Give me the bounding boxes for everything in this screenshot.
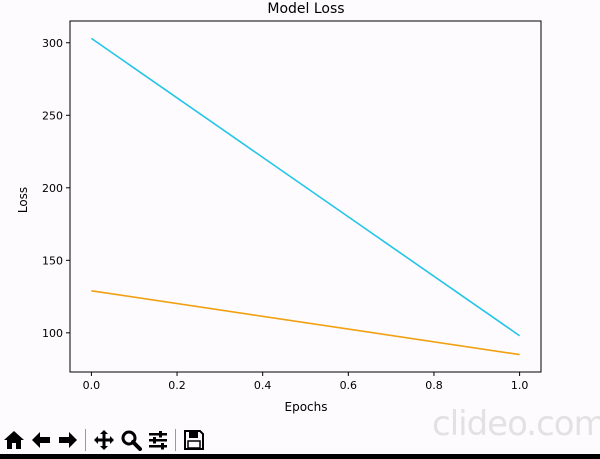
y-axis-ticks: 100 150 200 250 300 xyxy=(42,37,70,340)
pan-button[interactable] xyxy=(90,427,117,454)
configure-subplots-icon xyxy=(148,431,167,450)
bottom-edge-bar xyxy=(0,454,600,459)
series-lines xyxy=(90,37,521,356)
y-tick-label: 300 xyxy=(42,37,63,50)
y-tick-label: 150 xyxy=(42,254,63,267)
toolbar-separator xyxy=(175,429,176,451)
forward-button[interactable] xyxy=(54,427,81,454)
series-line-1 xyxy=(90,37,521,337)
x-axis-label: Epochs xyxy=(285,400,328,414)
x-axis-ticks: 0.0 0.2 0.4 0.6 0.8 1.0 xyxy=(83,372,529,392)
navigation-toolbar xyxy=(0,426,207,454)
series-line-2 xyxy=(91,289,520,356)
chart-title: Model Loss xyxy=(267,1,344,17)
y-tick-label: 250 xyxy=(42,109,63,122)
zoom-icon xyxy=(121,430,142,451)
back-arrow-icon xyxy=(31,432,50,448)
y-axis-label: Loss xyxy=(16,187,30,213)
watermark: clideo.com xyxy=(432,404,600,444)
x-tick-label: 0.4 xyxy=(254,379,272,392)
forward-arrow-icon xyxy=(58,432,77,448)
x-tick-label: 0.6 xyxy=(340,379,358,392)
x-tick-label: 0.0 xyxy=(83,379,101,392)
x-tick-label: 0.2 xyxy=(168,379,186,392)
y-tick-label: 200 xyxy=(42,182,63,195)
y-tick-label: 100 xyxy=(42,327,63,340)
home-button[interactable] xyxy=(0,427,27,454)
x-tick-label: 1.0 xyxy=(511,379,529,392)
pan-icon xyxy=(93,430,114,450)
configure-subplots-button[interactable] xyxy=(144,427,171,454)
x-tick-label: 0.8 xyxy=(425,379,443,392)
zoom-button[interactable] xyxy=(117,427,144,454)
plot-frame xyxy=(69,20,542,373)
back-button[interactable] xyxy=(27,427,54,454)
toolbar-separator xyxy=(85,429,86,451)
save-icon xyxy=(183,430,204,450)
home-icon xyxy=(3,431,24,449)
save-button[interactable] xyxy=(180,427,207,454)
